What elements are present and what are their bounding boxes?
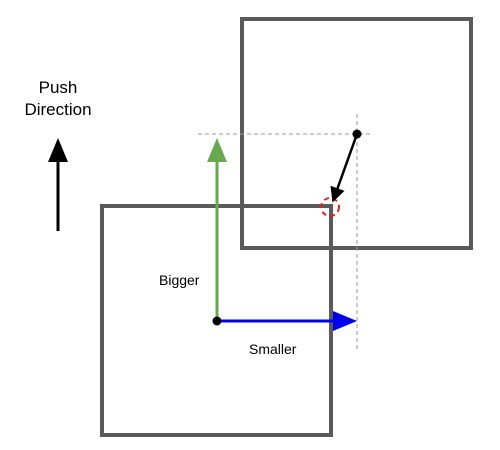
bigger-axis-arrow [207,138,227,321]
dashed-circle-icon [320,197,340,217]
lower-box-center-dot [212,316,222,326]
penetration-vector-arrow [330,133,359,203]
push-direction-label-line1: Push [38,78,78,97]
bigger-label: Bigger [159,272,200,288]
smaller-label: Smaller [249,341,297,357]
push-direction-label: Push Direction [0,77,116,121]
smaller-axis-arrow [217,311,357,331]
push-direction-arrow-icon [48,138,68,231]
push-direction-label-line2: Direction [24,100,92,119]
